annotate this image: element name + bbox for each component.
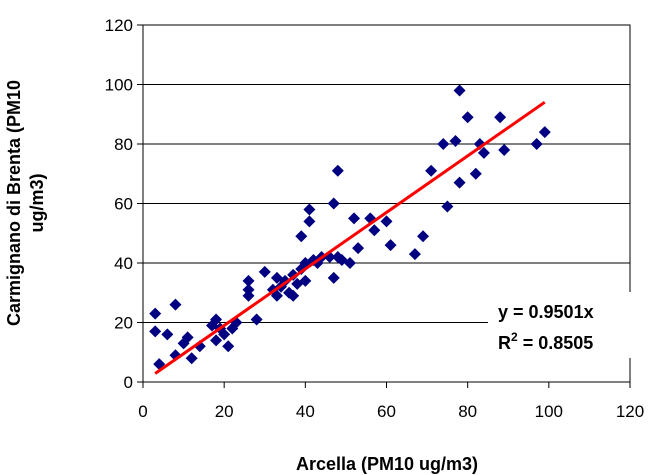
data-point (299, 274, 312, 287)
y-tick-label: 120 (105, 16, 133, 35)
data-point (477, 146, 490, 159)
x-tick-label: 120 (616, 402, 644, 421)
data-point (449, 135, 462, 148)
equation-text: y = 0.9501x (498, 302, 594, 322)
x-axis-title: Arcella (PM10 ug/m3) (296, 454, 478, 474)
data-point (352, 242, 365, 255)
data-point (270, 289, 283, 302)
data-point (437, 138, 450, 150)
r-squared-value: = 0.8505 (518, 333, 594, 353)
trendline (154, 100, 546, 375)
y-tick-label: 60 (114, 195, 133, 214)
y-tick-label: 80 (114, 135, 133, 154)
data-point (295, 230, 308, 243)
data-point (185, 352, 198, 365)
y-axis-title-line2: ug/m3) (27, 173, 47, 232)
x-tick-label: 0 (138, 402, 147, 421)
data-point (258, 265, 271, 278)
data-point (210, 313, 223, 326)
x-tick-label: 60 (377, 402, 396, 421)
x-tick-label: 80 (458, 402, 477, 421)
data-point (169, 298, 182, 311)
data-point (210, 334, 223, 347)
data-point (530, 138, 543, 150)
data-point (494, 111, 507, 124)
data-point (348, 212, 361, 225)
data-point (368, 224, 381, 237)
data-point (250, 313, 263, 326)
data-point (287, 289, 300, 302)
data-point (149, 325, 162, 338)
r-squared-superscript: 2 (511, 330, 518, 344)
data-point (538, 126, 551, 139)
data-point (331, 164, 344, 177)
data-point (149, 307, 162, 320)
data-point (453, 176, 466, 189)
equation-background (488, 292, 638, 358)
y-tick-label: 20 (114, 314, 133, 333)
data-point (343, 257, 356, 269)
y-tick-label: 100 (105, 76, 133, 95)
x-tick-label: 100 (535, 402, 563, 421)
data-point (303, 215, 316, 228)
data-point (384, 239, 397, 252)
data-point (327, 271, 340, 284)
x-tick-label: 40 (296, 402, 315, 421)
x-axis-ticks: 0 20 40 60 80 100 120 (138, 382, 644, 421)
r-squared-prefix: R (498, 333, 511, 353)
y-axis-ticks: 0 20 40 60 80 100 120 (105, 16, 143, 392)
data-point (425, 164, 438, 177)
data-point (380, 215, 393, 228)
data-point (242, 289, 255, 302)
y-tick-label: 40 (114, 254, 133, 273)
data-point (453, 84, 466, 97)
data-point (469, 167, 482, 180)
data-point (222, 340, 235, 353)
data-points (149, 84, 551, 371)
data-point (242, 274, 255, 287)
data-point (498, 143, 511, 156)
y-axis-title-line1: Carmignano di Brenta (PM10 (4, 80, 24, 326)
data-point (461, 111, 474, 124)
x-tick-label: 20 (215, 402, 234, 421)
data-point (441, 200, 454, 213)
data-point (327, 197, 340, 210)
data-point (303, 203, 316, 216)
y-tick-label: 0 (124, 373, 133, 392)
data-point (161, 328, 174, 341)
data-point (417, 230, 430, 243)
r-squared-text: R2 = 0.8505 (498, 330, 593, 353)
data-point (408, 248, 421, 261)
data-point (218, 328, 231, 341)
data-point (181, 331, 194, 344)
